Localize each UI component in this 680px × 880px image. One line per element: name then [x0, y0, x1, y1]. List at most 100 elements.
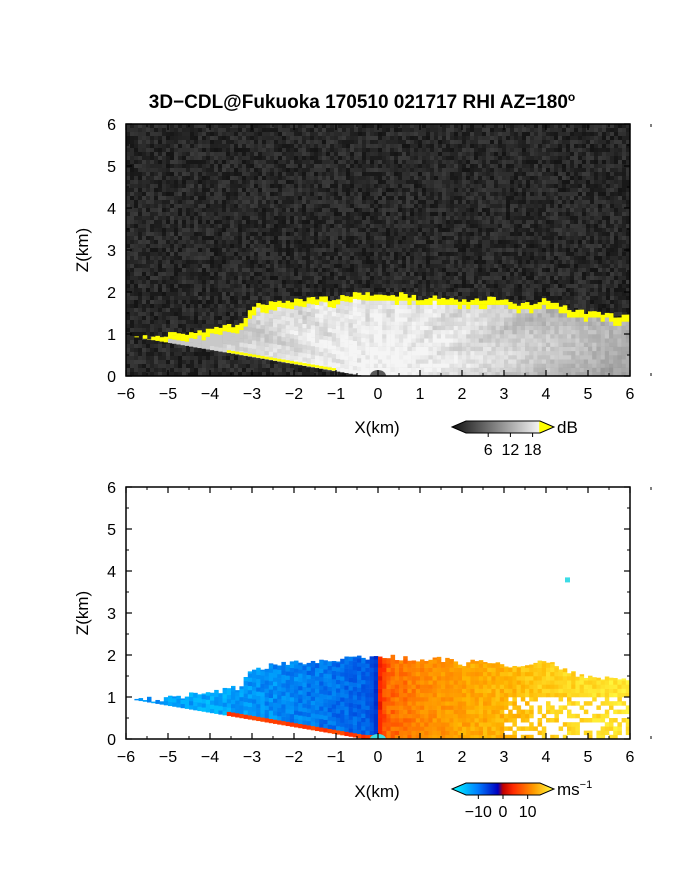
noise-cell: [594, 184, 598, 188]
noise-cell: [422, 160, 426, 164]
noise-cell: [414, 196, 418, 200]
noise-cell: [614, 160, 618, 164]
noise-cell: [214, 160, 218, 164]
noise-cell: [394, 232, 398, 236]
noise-cell: [246, 280, 250, 284]
noise-cell: [426, 280, 430, 284]
noise-cell: [494, 160, 498, 164]
noise-cell: [386, 236, 390, 240]
noise-cell: [206, 252, 210, 256]
noise-cell: [234, 148, 238, 152]
noise-cell: [578, 176, 582, 180]
noise-cell: [430, 240, 434, 244]
noise-cell: [486, 248, 490, 252]
noise-cell: [358, 148, 362, 152]
noise-cell: [386, 148, 390, 152]
noise-cell: [154, 264, 158, 268]
noise-cell: [390, 188, 394, 192]
noise-cell: [374, 224, 378, 228]
noise-cell: [250, 144, 254, 148]
noise-cell: [282, 124, 286, 128]
noise-cell: [522, 272, 526, 276]
noise-cell: [194, 176, 198, 180]
noise-cell: [142, 164, 146, 168]
noise-cell: [362, 276, 366, 280]
noise-cell: [598, 140, 602, 144]
noise-cell: [542, 156, 546, 160]
noise-cell: [306, 268, 310, 272]
noise-cell: [478, 160, 482, 164]
noise-cell: [230, 248, 234, 252]
noise-cell: [346, 168, 350, 172]
noise-cell: [518, 228, 522, 232]
noise-cell: [518, 272, 522, 276]
noise-cell: [366, 124, 370, 128]
noise-cell: [390, 208, 394, 212]
noise-cell: [498, 232, 502, 236]
noise-cell: [162, 148, 166, 152]
noise-cell: [250, 136, 254, 140]
noise-cell: [262, 228, 266, 232]
noise-cell: [314, 212, 318, 216]
noise-cell: [258, 204, 262, 208]
noise-cell: [514, 244, 518, 248]
noise-cell: [530, 268, 534, 272]
noise-cell: [358, 192, 362, 196]
noise-cell: [418, 204, 422, 208]
noise-cell: [586, 236, 590, 240]
noise-cell: [130, 200, 134, 204]
noise-cell: [626, 176, 630, 180]
noise-cell: [210, 244, 214, 248]
noise-cell: [566, 148, 570, 152]
noise-cell: [438, 144, 442, 148]
noise-cell: [526, 164, 530, 168]
noise-cell: [486, 256, 490, 260]
noise-cell: [506, 232, 510, 236]
noise-cell: [138, 148, 142, 152]
noise-cell: [306, 280, 310, 284]
noise-cell: [598, 204, 602, 208]
noise-cell: [594, 128, 598, 132]
noise-cell: [322, 184, 326, 188]
noise-cell: [466, 156, 470, 160]
noise-cell: [502, 208, 506, 212]
noise-cell: [374, 140, 378, 144]
noise-cell: [306, 144, 310, 148]
noise-cell: [130, 224, 134, 228]
noise-cell: [526, 212, 530, 216]
noise-cell: [498, 128, 502, 132]
noise-cell: [506, 248, 510, 252]
noise-cell: [410, 276, 414, 280]
noise-cell: [562, 164, 566, 168]
noise-cell: [198, 168, 202, 172]
noise-cell: [338, 160, 342, 164]
noise-cell: [534, 156, 538, 160]
noise-cell: [138, 220, 142, 224]
noise-cell: [198, 136, 202, 140]
noise-cell: [578, 268, 582, 272]
noise-cell: [626, 256, 630, 260]
noise-cell: [566, 168, 570, 172]
noise-cell: [470, 164, 474, 168]
noise-cell: [266, 136, 270, 140]
noise-cell: [466, 148, 470, 152]
noise-cell: [170, 152, 174, 156]
noise-cell: [510, 252, 514, 256]
noise-cell: [162, 128, 166, 132]
noise-cell: [534, 152, 538, 156]
noise-cell: [226, 276, 230, 280]
noise-cell: [146, 152, 150, 156]
noise-cell: [582, 272, 586, 276]
noise-cell: [558, 164, 562, 168]
noise-cell: [258, 224, 262, 228]
noise-cell: [214, 252, 218, 256]
noise-cell: [286, 144, 290, 148]
noise-cell: [306, 140, 310, 144]
noise-cell: [562, 256, 566, 260]
noise-cell: [514, 180, 518, 184]
noise-cell: [430, 236, 434, 240]
noise-cell: [370, 240, 374, 244]
noise-cell: [158, 236, 162, 240]
noise-cell: [506, 172, 510, 176]
noise-cell: [358, 156, 362, 160]
